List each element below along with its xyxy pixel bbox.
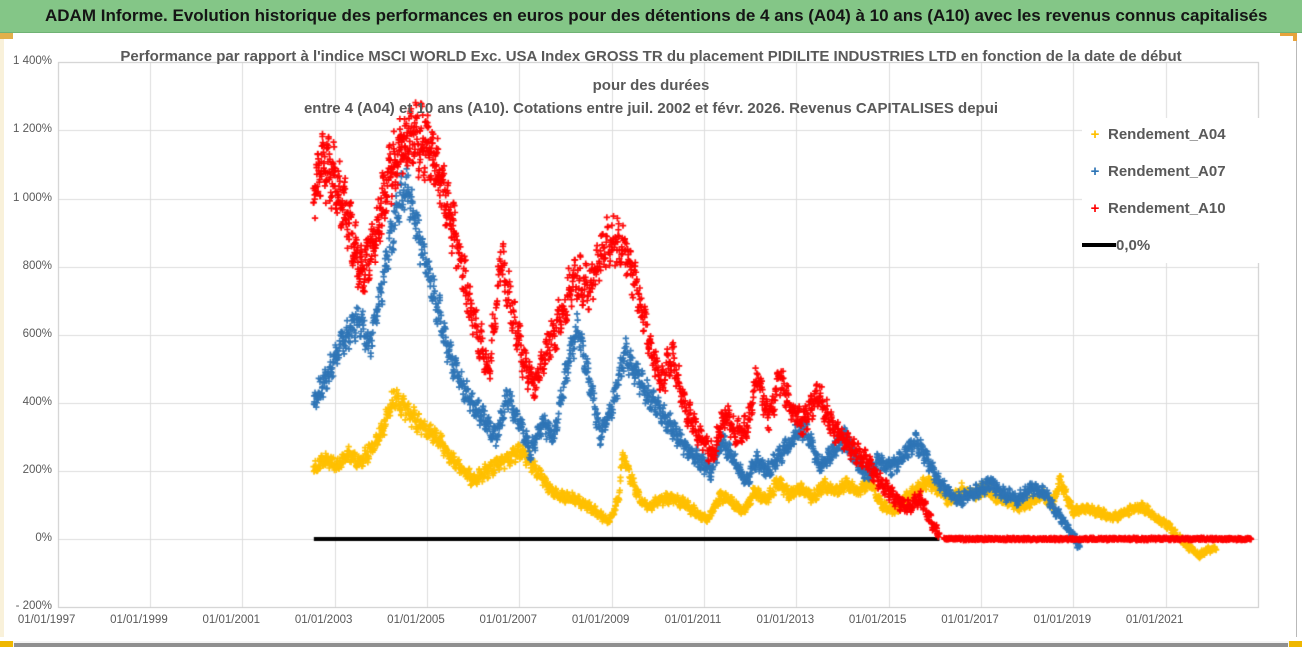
legend-item-label: Rendement_A07 xyxy=(1108,162,1226,180)
x-axis-label: 01/01/2013 xyxy=(756,614,815,626)
x-axis-label: 01/01/2005 xyxy=(387,614,445,626)
y-axis-label: 1 200% xyxy=(12,123,52,136)
x-axis-label: 01/01/2019 xyxy=(1033,614,1092,626)
selection-handle-top-right[interactable] xyxy=(1280,33,1297,36)
selection-handle-bottom-left[interactable] xyxy=(0,641,13,647)
x-axis-label: 01/01/2021 xyxy=(1125,614,1184,626)
chart-title-line-1: Performance par rapport à l'indice MSCI … xyxy=(120,48,1182,65)
horizontal-scrollbar-thumb[interactable] xyxy=(14,643,1288,647)
x-axis-label: 01/01/2017 xyxy=(941,614,999,626)
y-axis-label: 1 400% xyxy=(12,55,52,68)
x-axis-label: 01/01/1997 xyxy=(17,614,76,626)
chart-title-line-2: pour des durées xyxy=(592,77,710,94)
selection-handle-bottom-right[interactable] xyxy=(1289,641,1302,647)
y-axis-label: 800% xyxy=(22,259,52,272)
x-axis-label: 01/01/1999 xyxy=(110,614,168,626)
y-axis-label: - 200% xyxy=(15,600,52,613)
x-axis-label: 01/01/2001 xyxy=(202,614,261,626)
legend-item-label: Rendement_A10 xyxy=(1108,199,1226,217)
legend-item-rendement-a04: + Rendement_A04 xyxy=(1082,122,1226,146)
chart-title-line-3: entre 4 (A04) et 10 ans (A10). Cotations… xyxy=(303,100,999,117)
chart-legend: + Rendement_A04 + Rendement_A07 + Rendement_A… xyxy=(1082,118,1260,263)
legend-item-label: 0,0% xyxy=(1116,236,1151,254)
y-axis-label: 200% xyxy=(22,463,52,476)
sheet-right-edge-line xyxy=(1296,33,1297,637)
sheet-left-edge-strip xyxy=(0,33,4,637)
x-axis-label: 01/01/2009 xyxy=(571,614,630,626)
selection-handle-top-right-v[interactable] xyxy=(1293,33,1297,41)
legend-item-rendement-a07: + Rendement_A07 xyxy=(1082,159,1226,183)
legend-item-0-0-: 0,0% xyxy=(1082,233,1150,257)
x-axis-label: 01/01/2007 xyxy=(479,614,538,626)
legend-item-label: Rendement_A04 xyxy=(1108,125,1226,143)
y-axis-label: 400% xyxy=(22,395,52,408)
legend-plus-marker: + xyxy=(1090,125,1100,143)
x-axis-label: 01/01/2011 xyxy=(664,614,722,626)
x-axis-label: 01/01/2003 xyxy=(294,614,353,626)
y-axis-label: 1 000% xyxy=(12,191,52,204)
selection-handle-top-left[interactable] xyxy=(0,33,13,39)
legend-item-rendement-a10: + Rendement_A10 xyxy=(1082,196,1226,220)
legend-zero-line-swatch xyxy=(1082,243,1116,247)
y-axis-label: 600% xyxy=(22,327,52,340)
legend-plus-marker: + xyxy=(1090,162,1100,180)
x-axis-label: 01/01/2015 xyxy=(848,614,907,626)
y-axis-label: 0% xyxy=(35,532,52,544)
legend-plus-marker: + xyxy=(1090,199,1100,217)
